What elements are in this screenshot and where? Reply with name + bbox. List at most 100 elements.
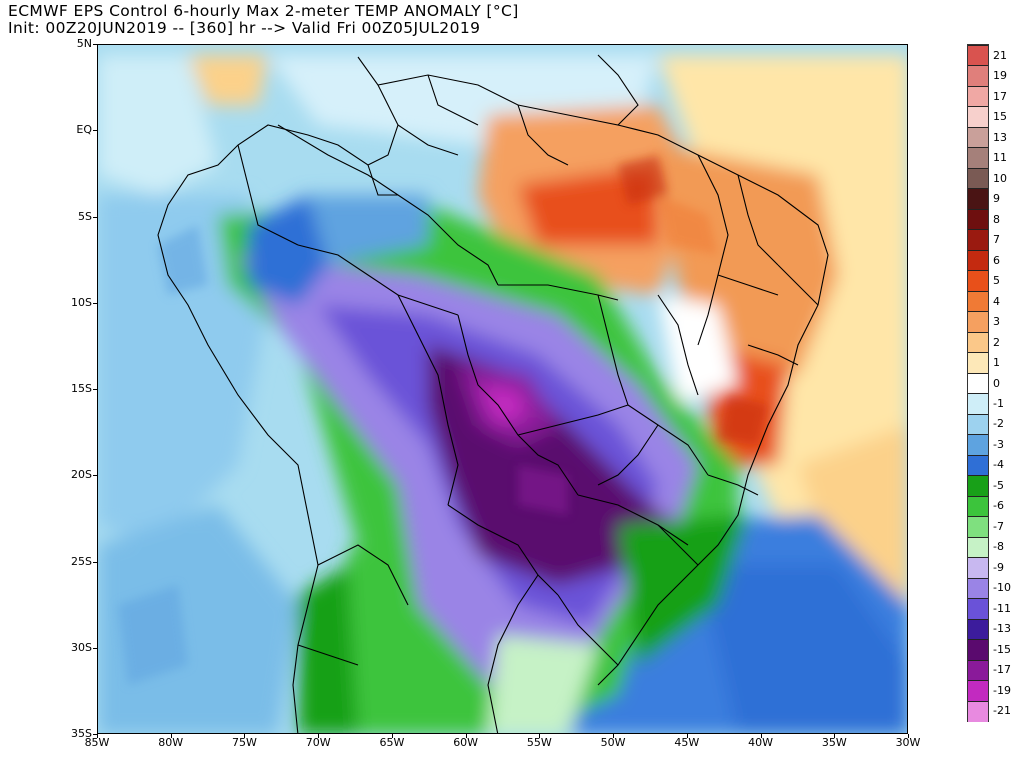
colorbar-label: 8 [993, 212, 1000, 226]
colorbar [967, 44, 989, 722]
lat-label: 10S [71, 295, 92, 309]
colorbar-swatch [968, 290, 988, 312]
lon-tick [392, 734, 393, 738]
lat-tick [93, 562, 97, 563]
colorbar-label: -15 [993, 642, 1011, 656]
lon-label: 85W [84, 736, 110, 749]
colorbar-swatch [968, 352, 988, 374]
colorbar-label: 5 [993, 274, 1000, 288]
colorbar-label: -4 [993, 458, 1004, 472]
lat-tick [93, 130, 97, 131]
colorbar-label: -21 [993, 704, 1011, 718]
colorbar-swatch [968, 577, 988, 599]
colorbar-swatch [968, 516, 988, 538]
colorbar-label: 9 [993, 192, 1000, 206]
colorbar-label: 2 [993, 335, 1000, 349]
lon-tick [171, 734, 172, 738]
lon-tick [613, 734, 614, 738]
colorbar-label: -19 [993, 683, 1011, 697]
lat-tick [93, 648, 97, 649]
lon-label: 35W [821, 736, 847, 749]
lon-label: 30W [895, 736, 921, 749]
lat-label: 30S [71, 640, 92, 654]
colorbar-label: -7 [993, 519, 1004, 533]
colorbar-swatch [968, 126, 988, 149]
lat-label: EQ [76, 123, 92, 137]
colorbar-swatch [968, 270, 988, 292]
lat-tick [93, 303, 97, 304]
colorbar-swatch [968, 372, 988, 394]
lon-label: 65W [379, 736, 405, 749]
colorbar-swatch [968, 331, 988, 353]
lat-label: 15S [71, 382, 92, 395]
colorbar-label: 13 [993, 130, 1007, 144]
anomaly-map [97, 44, 908, 734]
colorbar-label: -11 [993, 601, 1011, 615]
lat-label: 5S [78, 209, 92, 223]
title-line-1: ECMWF EPS Control 6-hourly Max 2-meter T… [8, 2, 519, 20]
colorbar-label: -3 [993, 437, 1004, 451]
lat-tick [93, 217, 97, 218]
lat-tick [93, 389, 97, 390]
colorbar-label: 21 [993, 48, 1007, 62]
colorbar-swatch [968, 680, 988, 702]
colorbar-label: 7 [993, 233, 1000, 247]
lon-tick [834, 734, 835, 738]
colorbar-swatch [968, 495, 988, 517]
lon-label: 50W [600, 736, 626, 749]
colorbar-label: 17 [993, 89, 1007, 103]
colorbar-swatch [968, 557, 988, 579]
colorbar-swatch [968, 475, 988, 497]
colorbar-swatch [968, 659, 988, 681]
colorbar-label: -1 [993, 396, 1004, 410]
colorbar-label: 4 [993, 294, 1000, 308]
lon-label: 75W [232, 736, 257, 749]
lon-label: 60W [453, 736, 479, 749]
colorbar-label: 3 [993, 315, 1000, 329]
colorbar-swatch [968, 700, 988, 722]
lon-label: 55W [526, 736, 552, 749]
lon-label: 80W [158, 736, 184, 749]
colorbar-swatch [968, 598, 988, 620]
colorbar-label: -9 [993, 560, 1004, 574]
title-line-2: Init: 00Z20JUN2019 -- [360] hr --> Valid… [8, 19, 481, 37]
colorbar-label: 1 [993, 356, 1000, 369]
colorbar-swatch [968, 434, 988, 456]
map-canvas [98, 45, 907, 733]
lon-tick [761, 734, 762, 738]
map-title: ECMWF EPS Control 6-hourly Max 2-meter T… [8, 3, 519, 37]
colorbar-label: 11 [993, 151, 1007, 165]
colorbar-swatch [968, 188, 988, 210]
lat-tick [93, 44, 97, 45]
lon-tick [318, 734, 319, 738]
colorbar-label: -13 [993, 622, 1011, 636]
colorbar-label: 10 [993, 171, 1007, 185]
lon-tick [908, 734, 909, 738]
colorbar-swatch [968, 85, 988, 108]
lat-label: 25S [71, 554, 92, 568]
colorbar-swatch [968, 65, 988, 87]
colorbar-swatch [968, 106, 988, 128]
colorbar-swatch [968, 45, 988, 67]
colorbar-label: -17 [993, 663, 1011, 677]
colorbar-swatch [968, 229, 988, 251]
colorbar-swatch [968, 311, 988, 333]
lon-tick [97, 734, 98, 738]
lon-tick [244, 734, 245, 738]
lon-label: 45W [674, 736, 700, 749]
lat-tick [93, 734, 97, 735]
lat-label: 5N [76, 37, 92, 50]
colorbar-label: -8 [993, 540, 1004, 554]
colorbar-swatch [968, 167, 988, 189]
country-borders [157, 54, 829, 733]
colorbar-swatch [968, 413, 988, 435]
colorbar-label: -6 [993, 499, 1004, 513]
colorbar-swatch [968, 618, 988, 640]
colorbar-label: 6 [993, 253, 1000, 267]
colorbar-swatch [968, 536, 988, 558]
lon-tick [687, 734, 688, 738]
colorbar-label: -5 [993, 478, 1004, 492]
lat-tick [93, 475, 97, 476]
colorbar-swatch [968, 393, 988, 415]
colorbar-swatch [968, 639, 988, 661]
